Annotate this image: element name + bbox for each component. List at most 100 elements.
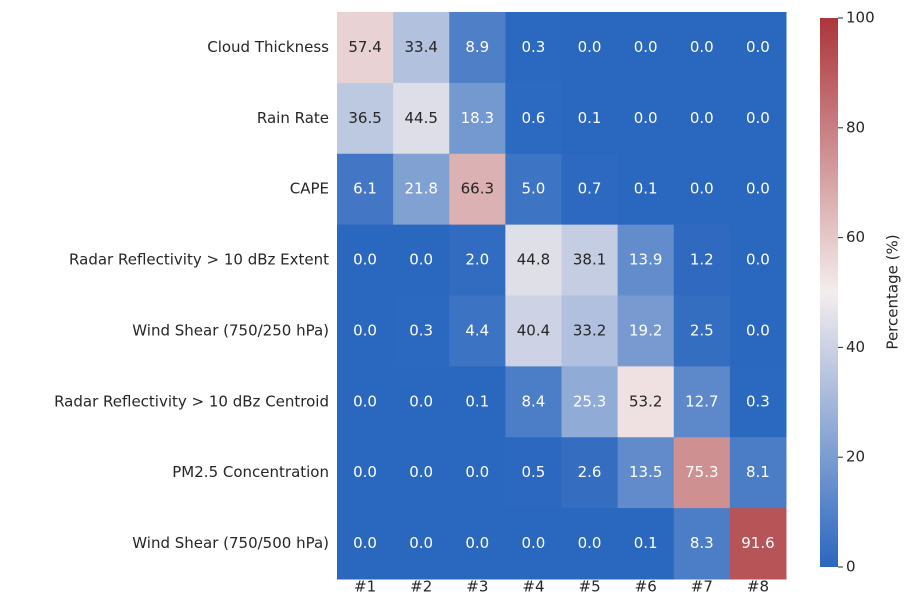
- cell: [617, 295, 675, 367]
- cell: [449, 366, 506, 438]
- cell: [729, 295, 787, 367]
- cell-label: 0.0: [409, 392, 433, 410]
- cell-label: 0.0: [634, 109, 658, 127]
- cell: [505, 82, 562, 155]
- cell: [449, 82, 506, 155]
- cell-label: 33.2: [573, 321, 606, 339]
- cell-label: 75.3: [685, 463, 718, 481]
- cell: [729, 224, 787, 296]
- cell-label: 33.4: [404, 38, 437, 56]
- cell-label: 53.2: [629, 392, 662, 410]
- row-label: PM2.5 Concentration: [172, 463, 329, 481]
- cell-label: 2.0: [465, 251, 489, 269]
- cell: [561, 12, 619, 84]
- cell-label: 4.4: [465, 321, 489, 339]
- cell: [673, 153, 731, 226]
- cell-label: 0.3: [522, 38, 546, 56]
- row-label: Radar Reflectivity > 10 dBz Extent: [69, 251, 329, 269]
- row-label: Radar Reflectivity > 10 dBz Centroid: [54, 392, 329, 410]
- column-label: #5: [579, 578, 601, 596]
- cell-label: 0.1: [634, 534, 658, 552]
- cell-label: 0.0: [634, 38, 658, 56]
- cell: [449, 437, 506, 509]
- cell: [337, 295, 394, 367]
- cell-label: 44.8: [517, 251, 550, 269]
- cell: [449, 295, 506, 367]
- cell: [729, 82, 787, 155]
- cell: [337, 366, 394, 438]
- cell: [449, 12, 506, 84]
- cell-label: 0.0: [746, 38, 770, 56]
- cell: [729, 366, 787, 438]
- cell: [561, 437, 619, 509]
- cell: [673, 366, 731, 438]
- cell: [337, 224, 394, 296]
- cell: [729, 437, 787, 509]
- cell-label: 0.3: [409, 321, 433, 339]
- cell: [393, 153, 450, 226]
- cell-label: 0.0: [409, 463, 433, 481]
- cell: [393, 12, 450, 84]
- colorbar-tick-label: 60: [846, 228, 865, 246]
- cell-label: 0.1: [465, 392, 489, 410]
- column-label: #1: [354, 578, 376, 596]
- cell: [729, 508, 787, 580]
- cell-label: 19.2: [629, 321, 662, 339]
- cell-label: 44.5: [404, 109, 437, 127]
- cell: [505, 295, 562, 367]
- cell: [617, 508, 675, 580]
- row-label: CAPE: [290, 180, 329, 198]
- cell: [505, 508, 562, 580]
- cell-label: 21.8: [404, 180, 437, 198]
- colorbar-tick-label: 100: [846, 9, 875, 27]
- cell-label: 1.2: [690, 251, 714, 269]
- cell: [673, 224, 731, 296]
- cell-label: 0.0: [353, 463, 377, 481]
- cell-label: 0.0: [578, 38, 602, 56]
- cell-label: 0.0: [353, 534, 377, 552]
- cell-label: 0.6: [522, 109, 546, 127]
- cell: [449, 508, 506, 580]
- cell-label: 25.3: [573, 392, 606, 410]
- cell: [617, 12, 675, 84]
- cell: [393, 366, 450, 438]
- cell: [505, 12, 562, 84]
- cell: [505, 437, 562, 509]
- colorbar-tick-label: 0: [846, 558, 856, 576]
- cell-label: 0.0: [746, 180, 770, 198]
- column-label: #3: [466, 578, 488, 596]
- column-label: #2: [410, 578, 432, 596]
- cell-label: 0.0: [746, 321, 770, 339]
- cell: [337, 82, 394, 155]
- cell: [393, 295, 450, 367]
- cell-label: 38.1: [573, 251, 606, 269]
- column-label: #7: [691, 578, 713, 596]
- cell: [449, 153, 506, 226]
- cell: [337, 437, 394, 509]
- row-label: Wind Shear (750/250 hPa): [132, 321, 329, 339]
- cell-label: 0.0: [409, 534, 433, 552]
- cell: [617, 437, 675, 509]
- cell-label: 2.6: [578, 463, 602, 481]
- cell-label: 12.7: [685, 392, 718, 410]
- cell-label: 13.9: [629, 251, 662, 269]
- cell: [337, 508, 394, 580]
- cell: [561, 153, 619, 226]
- colorbar-tick-label: 20: [846, 448, 865, 466]
- cell: [337, 12, 394, 84]
- column-label: #4: [522, 578, 544, 596]
- cell-label: 8.3: [690, 534, 714, 552]
- cell-label: 0.0: [522, 534, 546, 552]
- cell: [561, 224, 619, 296]
- cell-label: 6.1: [353, 180, 377, 198]
- cell-label: 13.5: [629, 463, 662, 481]
- cell: [393, 508, 450, 580]
- colorbar: [820, 18, 838, 567]
- cell-label: 0.0: [690, 180, 714, 198]
- cell: [337, 153, 394, 226]
- cell: [729, 12, 787, 84]
- cell: [617, 224, 675, 296]
- cell-label: 0.0: [465, 463, 489, 481]
- colorbar-label: Percentage (%): [884, 234, 902, 349]
